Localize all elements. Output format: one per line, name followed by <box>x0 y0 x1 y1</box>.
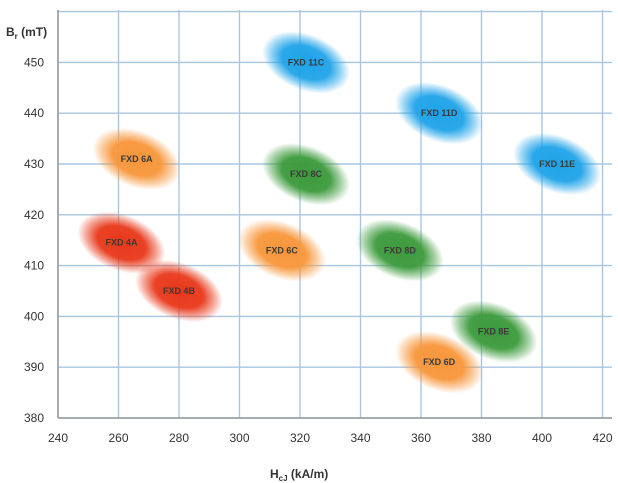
data-point <box>262 31 350 94</box>
x-tick-label: 360 <box>411 431 431 445</box>
x-tick-label: 280 <box>169 431 189 445</box>
data-point <box>237 219 326 282</box>
y-tick-label: 410 <box>24 259 44 273</box>
y-axis-unit: (mT) <box>18 25 47 39</box>
x-tick-label: 380 <box>471 431 491 445</box>
data-point-label: FXD 4A <box>106 238 139 248</box>
x-axis-subscript: cJ <box>279 474 288 483</box>
data-point <box>135 259 223 323</box>
data-point-label: FXD 8E <box>478 327 510 337</box>
data-point-label: FXD 6A <box>121 154 154 164</box>
data-point-blob <box>449 300 538 363</box>
y-axis-symbol: B <box>6 25 15 39</box>
y-tick-label: 440 <box>24 106 44 120</box>
y-tick-label: 430 <box>24 157 44 171</box>
y-tick-label: 420 <box>24 208 44 222</box>
x-tick-label: 420 <box>592 431 612 445</box>
data-point <box>77 211 166 274</box>
x-tick-label: 260 <box>108 431 128 445</box>
y-tick-label: 390 <box>24 360 44 374</box>
data-point-label: FXD 8C <box>290 169 323 179</box>
data-point-blob <box>395 330 484 394</box>
data-point-label: FXD 6C <box>266 245 299 255</box>
y-axis-subscript: r <box>15 32 18 41</box>
data-point <box>262 143 350 206</box>
x-axis-symbol: H <box>270 467 279 481</box>
x-tick-label: 400 <box>532 431 552 445</box>
data-points: FXD 4A FXD 4B FXD 6A FXD 6C FXD 6D FXD 8C FXD … <box>77 31 602 394</box>
data-point <box>395 330 484 394</box>
y-tick-label: 400 <box>24 309 44 323</box>
data-point-blob <box>395 82 484 145</box>
data-point-label: FXD 6D <box>423 357 456 367</box>
data-point-blob <box>92 127 181 191</box>
data-point-label: FXD 11E <box>539 159 575 169</box>
y-axis-title: Br (mT) <box>6 25 47 41</box>
y-tick-label: 380 <box>24 411 44 425</box>
data-point <box>395 82 484 145</box>
data-point-label: FXD 11C <box>288 57 325 67</box>
x-axis-title: HcJ (kA/m) <box>270 467 328 483</box>
data-point-label: FXD 4B <box>163 286 196 296</box>
x-axis-unit: (kA/m) <box>288 467 329 481</box>
x-tick-label: 320 <box>290 431 310 445</box>
x-tick-label: 240 <box>48 431 68 445</box>
data-point-blob <box>135 259 223 323</box>
x-tick-label: 300 <box>229 431 249 445</box>
data-point <box>355 219 444 282</box>
x-tick-label: 340 <box>350 431 370 445</box>
data-point-blob <box>355 219 444 282</box>
tick-labels: 240 260 280 300 320 340 360 380 400 420 380 390 400 4… <box>24 55 613 445</box>
data-point-blob <box>262 143 350 206</box>
data-point-label: FXD 11D <box>421 108 458 118</box>
data-point-blob <box>77 211 166 274</box>
data-point <box>92 127 181 191</box>
data-point-label: FXD 8D <box>384 245 417 255</box>
data-point-blob <box>237 219 326 282</box>
data-point <box>513 132 602 196</box>
data-point-blob <box>513 132 602 196</box>
data-point <box>449 300 538 363</box>
y-tick-label: 450 <box>24 55 44 69</box>
data-point-blob <box>262 31 350 94</box>
